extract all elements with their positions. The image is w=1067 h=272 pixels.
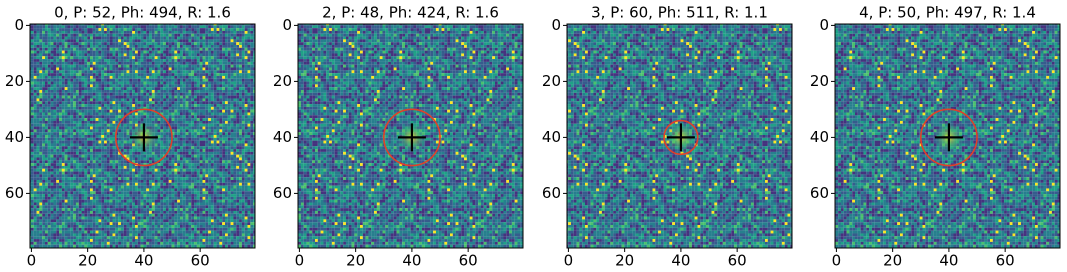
y-tick-label: 0: [819, 16, 829, 34]
y-tick-label: 60: [5, 184, 24, 202]
y-tick-label: 0: [551, 16, 561, 34]
y-tick-label: 40: [5, 128, 24, 146]
x-tick-label: 20: [78, 252, 97, 269]
y-tick-label: 60: [273, 184, 292, 202]
y-tick-label: 40: [810, 128, 829, 146]
y-tick-label: 20: [542, 72, 561, 90]
y-tick-label: 60: [542, 184, 561, 202]
frame: [297, 23, 524, 249]
x-tick-label: 40: [939, 252, 958, 269]
x-tick-label: 60: [728, 252, 747, 269]
panel-title: 4, P: 50, Ph: 497, R: 1.4: [859, 4, 1036, 22]
frame: [834, 23, 1061, 249]
x-tick-label: 0: [564, 252, 574, 269]
panel-title: 3, P: 60, Ph: 511, R: 1.1: [591, 4, 768, 22]
y-tick-label: 20: [5, 72, 24, 90]
circle: [114, 108, 173, 167]
panel: 0, P: 52, Ph: 494, R: 1.6 0 20 40 60 0 20 40 60: [5, 4, 256, 270]
frame: [566, 23, 793, 249]
x-tick-label: 20: [615, 252, 634, 269]
panel-title: 0, P: 52, Ph: 494, R: 1.6: [54, 4, 231, 22]
x-tick-label: 60: [996, 252, 1015, 269]
x-tick-label: 60: [459, 252, 478, 269]
y-tick-label: 0: [14, 16, 24, 34]
x-tick-label: 40: [134, 252, 153, 269]
x-tick-label: 40: [671, 252, 690, 269]
panel: 4, P: 50, Ph: 497, R: 1.4 0 20 40 60 0 20 40 60: [810, 4, 1061, 270]
x-tick-label: 20: [346, 252, 365, 269]
y-tick-label: 20: [273, 72, 292, 90]
circle: [663, 119, 699, 156]
circle: [919, 108, 978, 167]
marker: [129, 123, 158, 152]
x-tick-label: 20: [883, 252, 902, 269]
y-tick-label: 40: [542, 128, 561, 146]
x-tick-label: 0: [295, 252, 305, 269]
x-tick-label: 40: [402, 252, 421, 269]
marker: [934, 123, 963, 152]
y-tick-label: 60: [810, 184, 829, 202]
y-tick-label: 40: [273, 128, 292, 146]
x-tick-label: 0: [27, 252, 37, 269]
circle: [382, 108, 441, 167]
marker: [397, 123, 426, 152]
frame: [29, 23, 256, 249]
panel: 3, P: 60, Ph: 511, R: 1.1 0 20 40 60 0 20 40 60: [542, 4, 793, 270]
y-tick-label: 20: [810, 72, 829, 90]
x-tick-label: 0: [832, 252, 842, 269]
panel-title: 2, P: 48, Ph: 424, R: 1.6: [322, 4, 499, 22]
y-tick-label: 0: [282, 16, 292, 34]
x-tick-label: 60: [191, 252, 210, 269]
marker: [666, 123, 695, 152]
panel: 2, P: 48, Ph: 424, R: 1.6 0 20 40 60 0 20 40 60: [273, 4, 524, 270]
